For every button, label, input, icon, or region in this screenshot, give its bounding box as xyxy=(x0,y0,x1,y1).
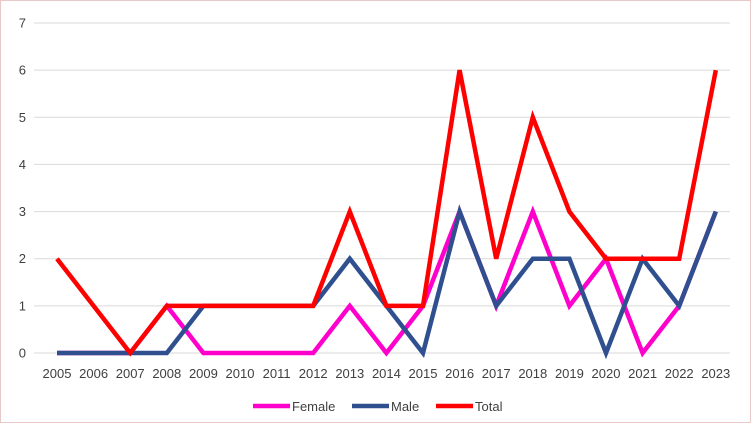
series-line-total xyxy=(55,69,719,357)
legend: Female Male Total xyxy=(253,399,503,414)
x-tick-label: 2018 xyxy=(518,366,547,381)
y-tick-label: 3 xyxy=(19,204,26,219)
x-tick-label: 2006 xyxy=(79,366,108,381)
legend-item-total: Total xyxy=(436,399,503,414)
y-tick-label: 7 xyxy=(19,16,26,31)
x-tick-label: 2019 xyxy=(555,366,584,381)
y-tick-label: 4 xyxy=(19,157,26,172)
x-tick-label: 2015 xyxy=(409,366,438,381)
x-tick-label: 2012 xyxy=(299,366,328,381)
x-tick-label: 2017 xyxy=(482,366,511,381)
x-tick-label: 2010 xyxy=(226,366,255,381)
y-axis-tick-labels: 0 1 2 3 4 5 6 7 xyxy=(19,16,26,361)
x-tick-label: 2011 xyxy=(263,366,291,381)
y-tick-label: 0 xyxy=(19,346,26,361)
x-tick-label: 2005 xyxy=(43,366,72,381)
y-tick-label: 6 xyxy=(19,63,26,78)
legend-label: Total xyxy=(475,399,503,414)
legend-item-male: Male xyxy=(352,399,419,414)
y-tick-label: 2 xyxy=(19,251,26,266)
x-tick-label: 2009 xyxy=(189,366,218,381)
x-tick-label: 2013 xyxy=(335,366,364,381)
x-tick-label: 2008 xyxy=(152,366,181,381)
x-tick-label: 2007 xyxy=(116,366,145,381)
x-tick-label: 2021 xyxy=(628,366,657,381)
legend-item-female: Female xyxy=(253,399,335,414)
series-line-female xyxy=(57,205,718,358)
legend-label: Female xyxy=(292,399,335,414)
series-lines xyxy=(55,69,719,360)
x-tick-label: 2020 xyxy=(592,366,621,381)
x-tick-label: 2016 xyxy=(445,366,474,381)
x-tick-label: 2014 xyxy=(372,366,401,381)
x-axis-tick-labels: 2005 2006 2007 2008 2009 2010 2011 2012 2013 2014… xyxy=(43,366,731,381)
x-tick-label: 2022 xyxy=(665,366,694,381)
x-tick-label: 2023 xyxy=(701,366,730,381)
y-tick-label: 1 xyxy=(19,298,26,313)
y-tick-label: 5 xyxy=(19,110,26,125)
legend-label: Male xyxy=(391,399,419,414)
